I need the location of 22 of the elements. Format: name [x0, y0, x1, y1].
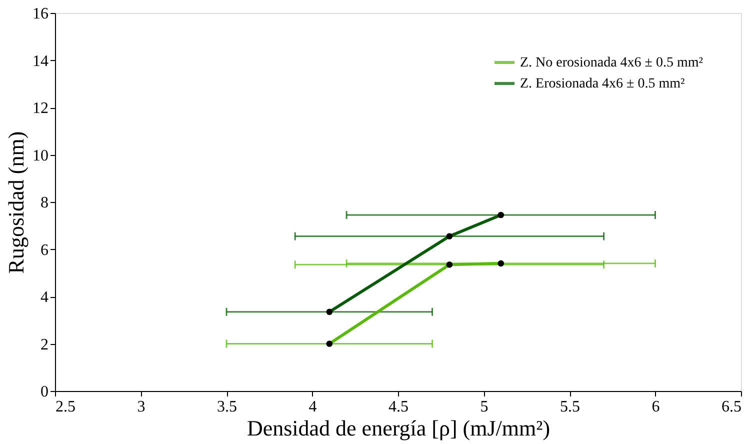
x-tick-label: 3.5 [217, 398, 237, 416]
x-tick-label: 4 [308, 398, 317, 416]
x-tick-label: 4.5 [388, 398, 408, 416]
y-tick-label: 2 [40, 336, 48, 354]
y-tick-label: 0 [40, 384, 48, 400]
x-tick-label: 6 [652, 398, 660, 416]
y-tick-label: 12 [32, 100, 48, 117]
y-axis-title: Rugosidad (nm) [4, 131, 28, 274]
x-tick-label: 5.5 [560, 398, 580, 416]
y-tick-label: 8 [40, 194, 48, 212]
legend-label: Z. Erosionada 4x6 ± 0.5 mm² [520, 76, 685, 92]
legend-label: Z. No erosionada 4x6 ± 0.5 mm² [520, 56, 703, 70]
y-tick-label: 14 [32, 52, 48, 70]
x-tick-label: 3 [137, 398, 146, 416]
y-tick-label: 10 [32, 147, 48, 164]
x-tick-label: 2.5 [56, 398, 76, 416]
x-tick-label: 5 [480, 398, 488, 416]
x-axis-title: Densidad de energía [ρ] (mJ/mm²) [246, 416, 550, 440]
x-tick-label: 6.5 [722, 398, 742, 416]
y-tick-label: 16 [32, 6, 48, 22]
y-tick-label: 6 [40, 242, 48, 259]
y-tick-label: 4 [40, 289, 48, 306]
